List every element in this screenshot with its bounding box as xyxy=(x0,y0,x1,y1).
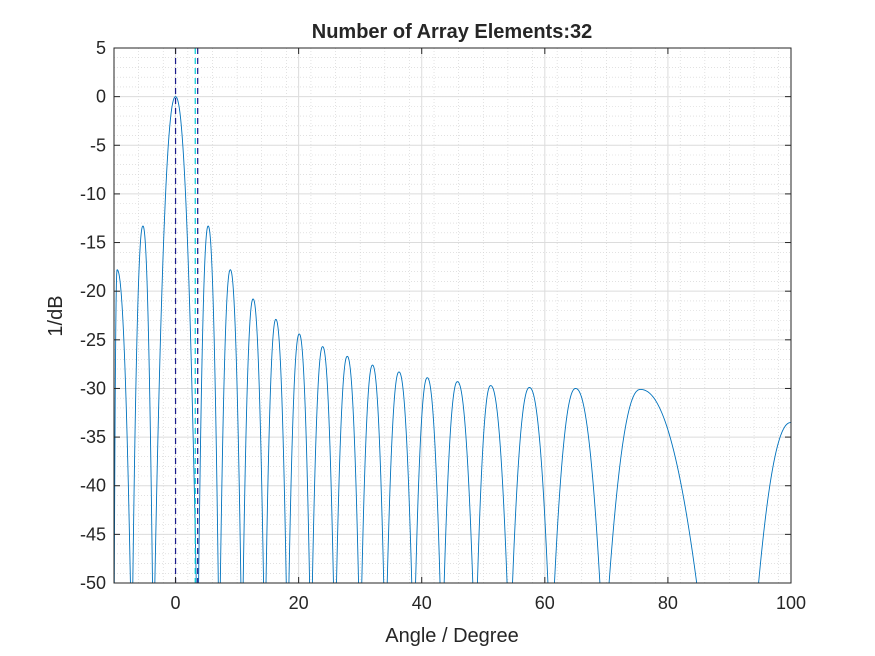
y-tick-label: -15 xyxy=(80,233,106,253)
series-lobe xyxy=(336,355,360,583)
x-tick-label: 60 xyxy=(535,593,555,613)
series-layer xyxy=(114,96,791,583)
vertical-lines-layer xyxy=(174,48,199,583)
y-tick-label: 5 xyxy=(96,38,106,58)
x-tick-label: 100 xyxy=(776,593,806,613)
x-tick-label: 0 xyxy=(171,593,181,613)
series-lobe xyxy=(415,377,441,583)
y-tick-label: -30 xyxy=(80,378,106,398)
series-lobe xyxy=(512,387,549,583)
series-lobe xyxy=(554,388,601,583)
series-lobe xyxy=(608,388,698,583)
y-tick-label: -20 xyxy=(80,281,106,301)
series-lobe xyxy=(361,364,385,583)
series-lobe xyxy=(476,385,508,583)
axes-box xyxy=(113,47,792,584)
series-lobe xyxy=(265,318,287,583)
series-lobe xyxy=(443,381,474,583)
series-lobe xyxy=(154,96,197,583)
y-tick-label: -40 xyxy=(80,476,106,496)
series-lobe xyxy=(132,225,153,583)
series-lobe xyxy=(219,269,242,583)
grid xyxy=(113,47,792,584)
y-tick-label: -5 xyxy=(90,135,106,155)
chart-title: Number of Array Elements:32 xyxy=(312,21,592,43)
y-tick-label: -10 xyxy=(80,184,106,204)
x-tick-label: 20 xyxy=(289,593,309,613)
series-lobe xyxy=(198,225,219,583)
series-lobe xyxy=(242,298,265,583)
y-tick-label: -25 xyxy=(80,330,106,350)
ticks: 0 20 40 60 80 100 5 0 -5 -10 -15 -20 -25 -30 -35 -40 -45… xyxy=(80,38,806,613)
series-lobe xyxy=(114,269,131,583)
y-tick-label: -50 xyxy=(80,573,106,593)
y-tick-label: -45 xyxy=(80,524,106,544)
series-lobe xyxy=(758,422,791,583)
x-tick-label: 80 xyxy=(658,593,678,613)
x-axis-label: Angle / Degree xyxy=(385,625,518,647)
series-lobe xyxy=(311,346,334,583)
y-tick-label: 0 xyxy=(96,87,106,107)
series-lobe xyxy=(386,371,413,583)
y-tick-label: -35 xyxy=(80,427,106,447)
plot-area xyxy=(114,48,791,583)
series-lobe xyxy=(288,333,311,583)
x-tick-label: 40 xyxy=(412,593,432,613)
y-axis-label: 1/dB xyxy=(45,295,67,336)
